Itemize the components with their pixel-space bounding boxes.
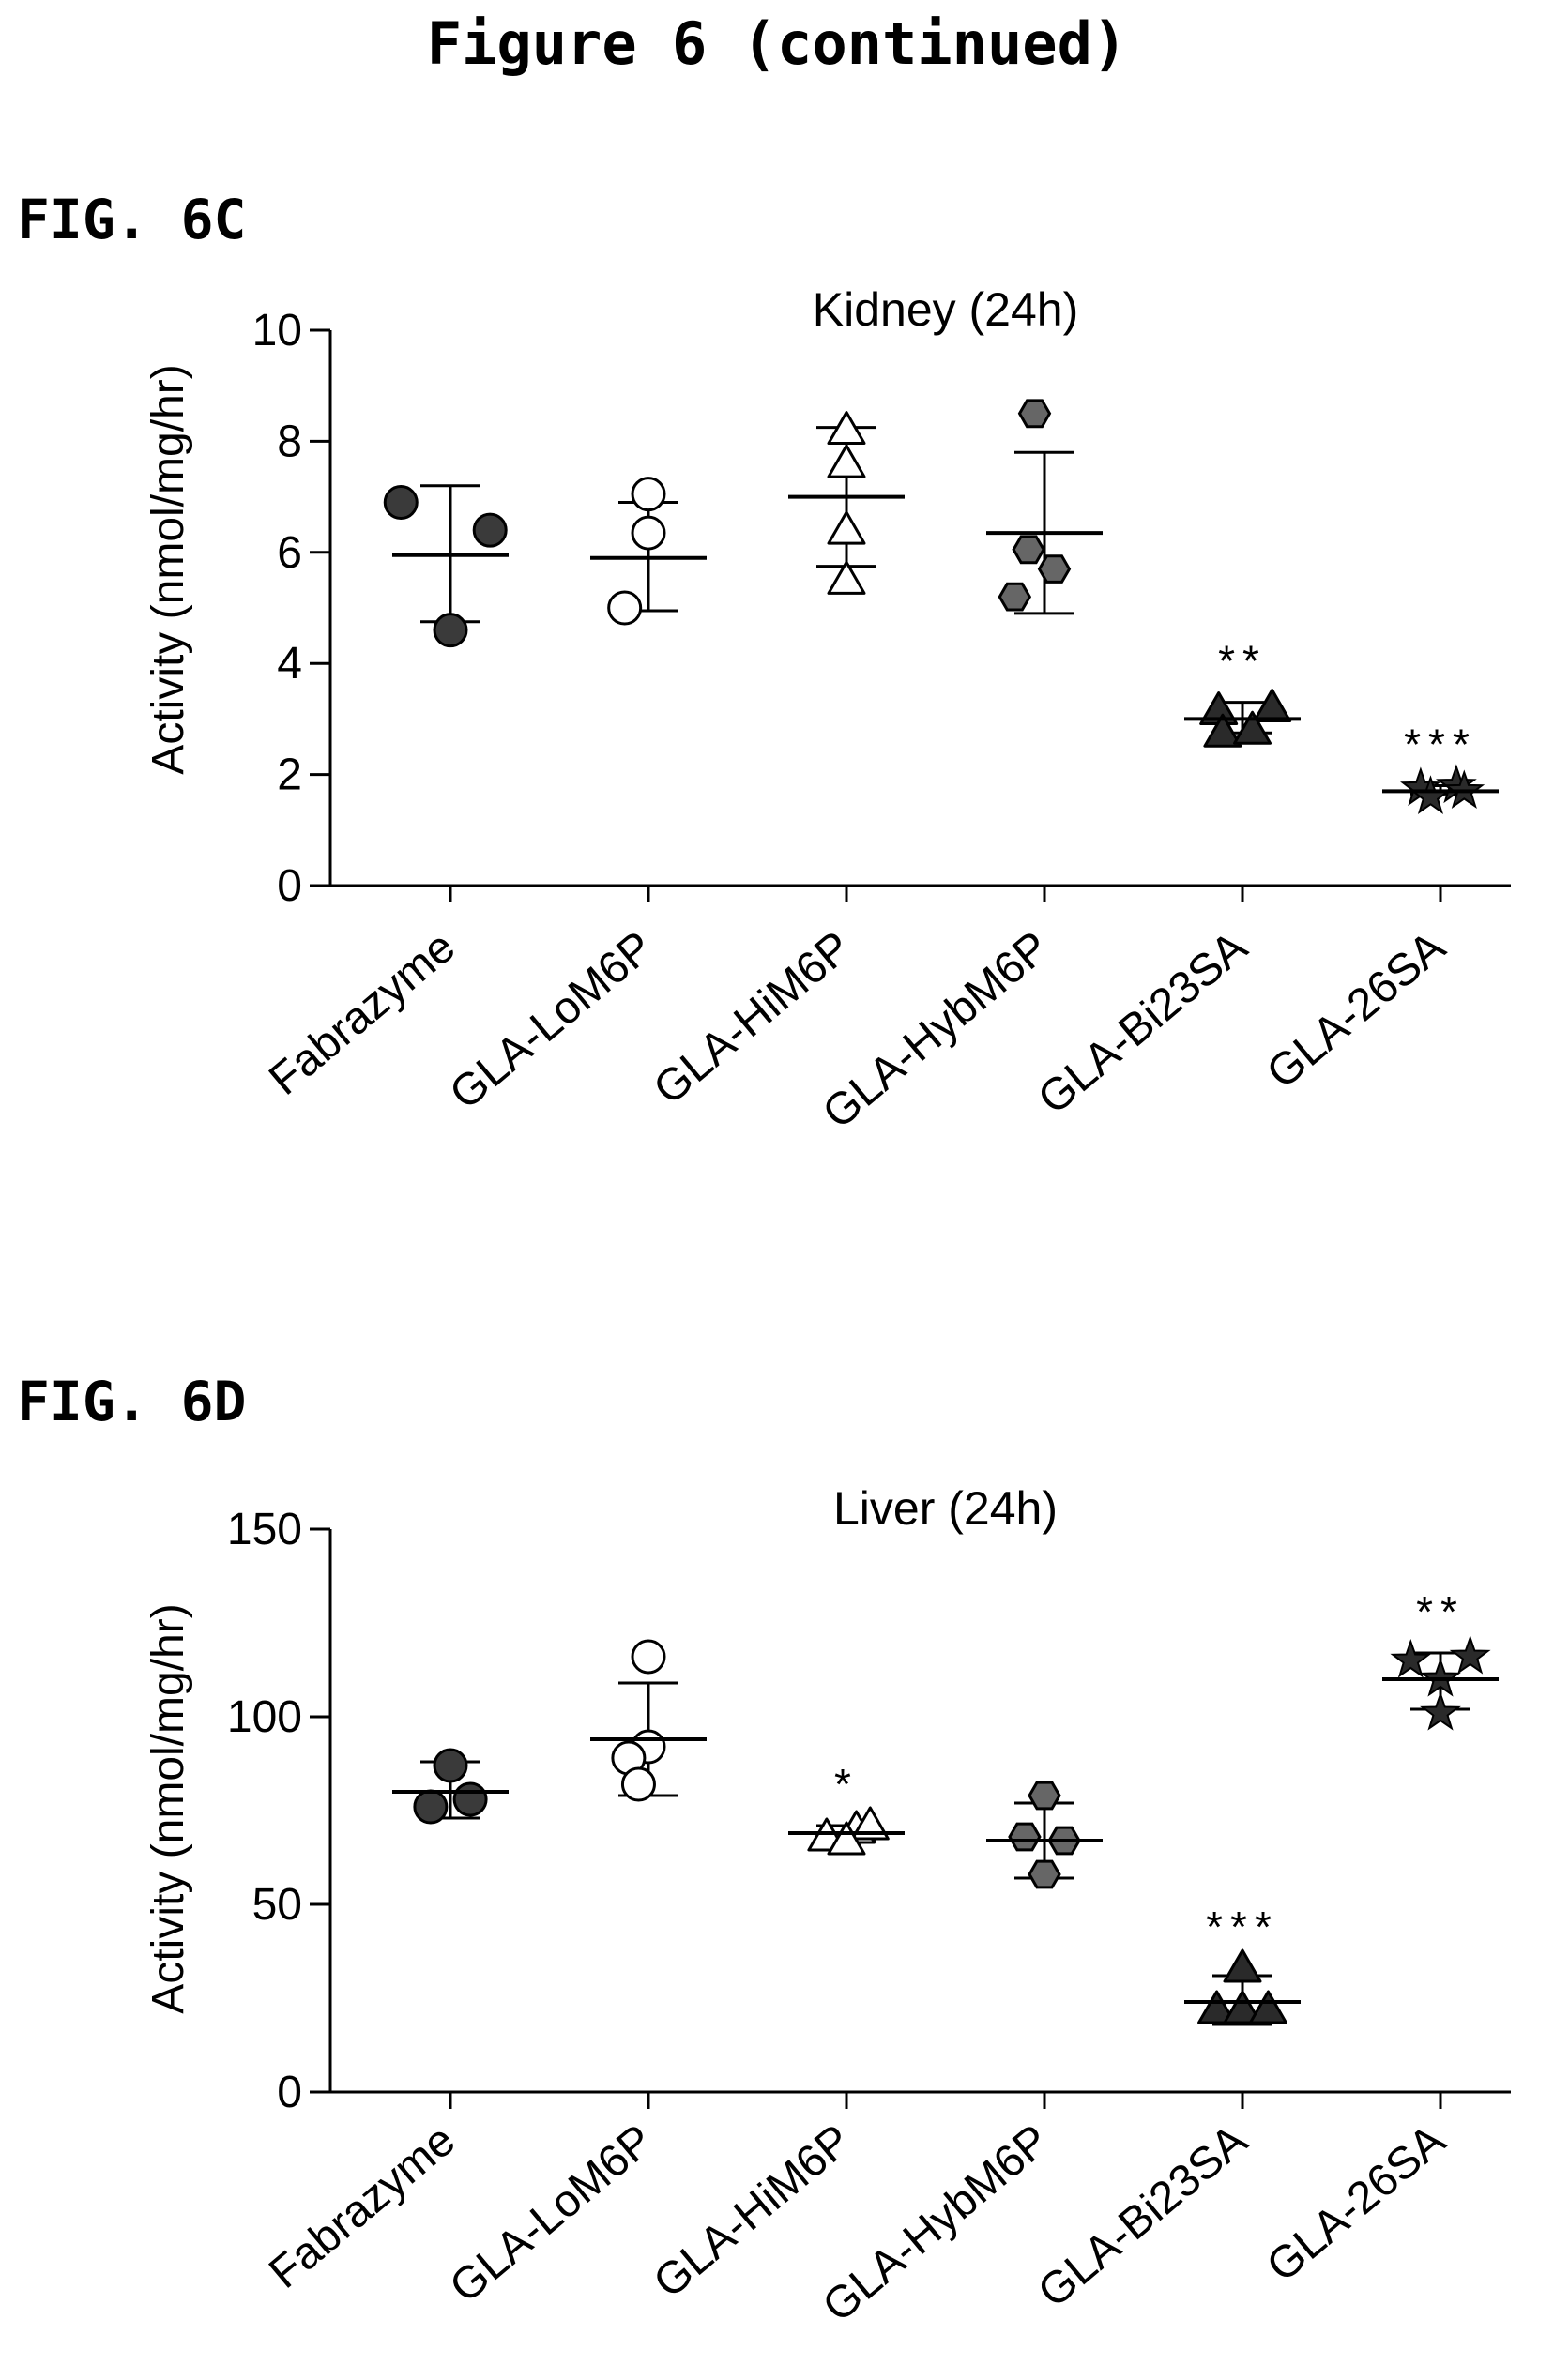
data-group: **	[1382, 1587, 1499, 1731]
y-tick-label: 6	[277, 528, 302, 578]
data-point	[1012, 535, 1045, 565]
y-axis-label: Activity (nmol/mg/hr)	[144, 1603, 193, 2013]
data-group: *	[788, 1760, 905, 1856]
data-point	[1197, 1990, 1237, 2024]
data-point	[1008, 1822, 1042, 1852]
data-point	[1028, 1859, 1061, 1889]
data-group	[590, 477, 707, 626]
data-point	[607, 590, 643, 626]
data-group	[788, 411, 905, 595]
data-point	[620, 1766, 656, 1802]
data-point	[1017, 399, 1052, 429]
significance-label: ***	[1206, 1902, 1279, 1951]
figure-label-6c: FIG. 6C	[17, 188, 247, 251]
data-group	[383, 484, 509, 648]
y-tick-label: 10	[252, 306, 302, 356]
chart-title: Liver (24h)	[833, 1482, 1058, 1535]
chart-title: Kidney (24h)	[813, 283, 1079, 336]
data-point	[472, 512, 508, 548]
data-point	[413, 1789, 449, 1825]
data-point	[631, 515, 666, 551]
data-point	[383, 485, 419, 521]
y-tick-label: 2	[277, 750, 302, 800]
data-point	[827, 1821, 866, 1856]
y-tick-label: 4	[277, 639, 302, 689]
data-group	[392, 1748, 509, 1825]
data-point	[850, 1806, 890, 1841]
data-point	[1390, 1638, 1432, 1678]
data-point	[1253, 689, 1292, 723]
data-point	[1037, 554, 1072, 584]
significance-label: **	[1218, 637, 1267, 686]
data-group	[986, 399, 1103, 615]
data-point	[827, 444, 866, 478]
significance-label: ***	[1404, 720, 1477, 768]
significance-label: *	[834, 1760, 859, 1809]
y-tick-label: 0	[277, 861, 302, 911]
x-tick-label: GLA-LoM6P	[441, 2115, 663, 2312]
x-tick-label: GLA-26SA	[1257, 2115, 1455, 2292]
data-point	[1203, 713, 1242, 748]
data-point	[1028, 1781, 1061, 1811]
data-group: **	[1184, 637, 1301, 748]
figure-label-6d: FIG. 6D	[17, 1370, 247, 1433]
data-group: ***	[1382, 720, 1499, 814]
data-point	[1233, 710, 1272, 745]
data-group: ***	[1184, 1902, 1301, 2026]
x-tick-label: GLA-HiM6P	[645, 2115, 861, 2308]
y-tick-label: 0	[277, 2068, 302, 2117]
x-tick-label: Fabrazyme	[260, 2115, 465, 2298]
data-group	[986, 1781, 1103, 1889]
data-group	[590, 1639, 707, 1802]
data-point	[1223, 1990, 1262, 2024]
y-tick-label: 8	[277, 417, 302, 466]
data-point	[1449, 1634, 1491, 1675]
data-point	[827, 560, 866, 595]
data-point	[452, 1781, 488, 1817]
data-point	[1223, 1948, 1262, 1983]
x-tick-label: GLA-Bi23SA	[1029, 2115, 1257, 2318]
y-tick-label: 50	[252, 1880, 302, 1930]
data-point	[1248, 1990, 1287, 2024]
data-point	[998, 582, 1032, 612]
data-point	[433, 613, 468, 648]
kidney-activity-chart: 0 2 4 6 8 10 Kidney (24h) Activity (nmol/mg/hr)…	[144, 283, 1511, 1139]
data-point	[1420, 1690, 1461, 1731]
significance-label: **	[1416, 1587, 1465, 1636]
data-point	[631, 477, 666, 512]
data-point	[433, 1748, 468, 1783]
data-point	[631, 1639, 666, 1675]
data-point	[827, 510, 866, 545]
data-point	[827, 411, 866, 446]
page-title: Figure 6 (continued)	[426, 9, 1128, 78]
y-tick-label: 150	[227, 1505, 302, 1554]
y-tick-label: 100	[227, 1692, 302, 1742]
y-axis-label: Activity (nmol/mg/hr)	[144, 364, 193, 774]
